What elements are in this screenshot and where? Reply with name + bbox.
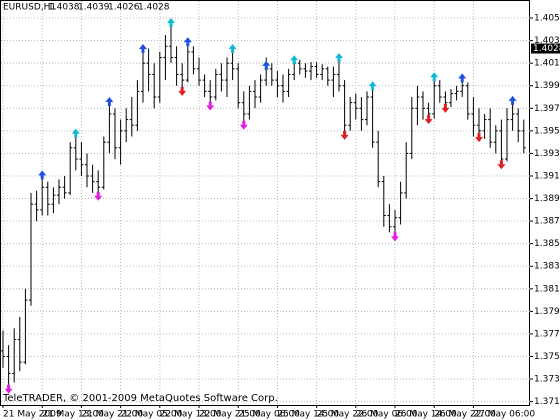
- fractal-arrow: [497, 160, 506, 170]
- fractal-arrow: [139, 43, 147, 53]
- fractal-arrow: [508, 95, 517, 105]
- y-tick-label: 1.3735: [534, 375, 560, 385]
- fractal-arrow: [424, 115, 433, 125]
- header-low: 1.4026: [108, 3, 140, 13]
- y-tick-label: 1.3995: [534, 81, 560, 91]
- y-tick-label: 1.4035: [534, 36, 560, 46]
- fractal-arrow: [71, 128, 80, 138]
- footer: TeleTRADER, © 2001-2009 MetaQuotes Softw…: [2, 393, 278, 404]
- fractal-arrow: [105, 97, 114, 107]
- x-tick-label: 26 May 22:00: [434, 410, 496, 420]
- fractal-arrow: [262, 60, 271, 70]
- y-tick-label: 1.3835: [534, 262, 560, 272]
- x-tick-label: 21 May 13:00: [42, 410, 104, 420]
- header-open: 1.4038: [48, 3, 80, 13]
- x-tick-label: 25 May 06:00: [238, 410, 300, 420]
- x-tick-label: 26 May 14:00: [395, 410, 457, 420]
- x-tick-label: 22 May 05:00: [121, 410, 183, 420]
- x-tick-label: 26 May 06:00: [356, 410, 418, 420]
- plot-frame: [0, 0, 530, 406]
- fractal-arrow: [239, 120, 248, 130]
- fractal-arrow: [4, 384, 13, 394]
- fractal-arrow: [340, 130, 349, 140]
- fractal-arrow: [206, 101, 215, 111]
- x-tick-label: 27 May 06:00: [473, 410, 535, 420]
- fractal-arrow: [228, 43, 237, 53]
- fractal-arrow: [441, 103, 450, 113]
- marks: [1, 18, 526, 394]
- fractal-arrow: [368, 81, 377, 91]
- x-tick-label: 25 May 22:00: [317, 410, 379, 420]
- fractal-arrow: [178, 86, 187, 96]
- last-price-box: [531, 43, 560, 54]
- symbol: EURUSD,H1: [3, 3, 56, 13]
- fractal-arrow: [38, 170, 47, 180]
- y-tick-label: 1.3915: [534, 171, 560, 181]
- y-tick-label: 1.3815: [534, 284, 560, 294]
- y-tick-label: 1.3775: [534, 329, 560, 339]
- x-tick-label: 22 May 13:00: [160, 410, 222, 420]
- y-tick-label: 1.3795: [534, 307, 560, 317]
- y-tick-label: 1.3875: [534, 217, 560, 227]
- y-tick-label: 1.3975: [534, 104, 560, 114]
- fractal-arrow: [167, 18, 175, 28]
- fractal-arrow: [475, 133, 483, 143]
- x-tick-label: 25 May 14:00: [277, 410, 339, 420]
- fractal-arrow: [290, 55, 299, 65]
- x-tick-label: 22 May 21:00: [199, 410, 261, 420]
- fractal-arrow: [430, 72, 439, 82]
- fractal-arrow: [458, 73, 467, 83]
- fractal-arrow: [391, 232, 399, 242]
- x-tick-label: 21 May 2009: [3, 410, 62, 420]
- last-price-label: 1.4028: [533, 44, 560, 54]
- y-tick-label: 1.3855: [534, 239, 560, 249]
- header-close: 1.4028: [138, 3, 170, 13]
- header-high: 1.4039: [78, 3, 110, 13]
- y-tick-label: 1.3935: [534, 149, 560, 159]
- y-tick-label: 1.4055: [534, 14, 560, 24]
- fractal-arrow: [335, 53, 343, 63]
- y-tick-label: 1.3715: [534, 397, 560, 407]
- fractal-arrow: [94, 191, 103, 201]
- y-tick-label: 1.3755: [534, 352, 560, 362]
- y-tick-label: 1.3895: [534, 194, 560, 204]
- y-tick-label: 1.4015: [534, 59, 560, 69]
- x-tick-label: 21 May 21:00: [81, 410, 143, 420]
- y-tick-label: 1.3955: [534, 126, 560, 136]
- fractal-arrow: [183, 37, 192, 47]
